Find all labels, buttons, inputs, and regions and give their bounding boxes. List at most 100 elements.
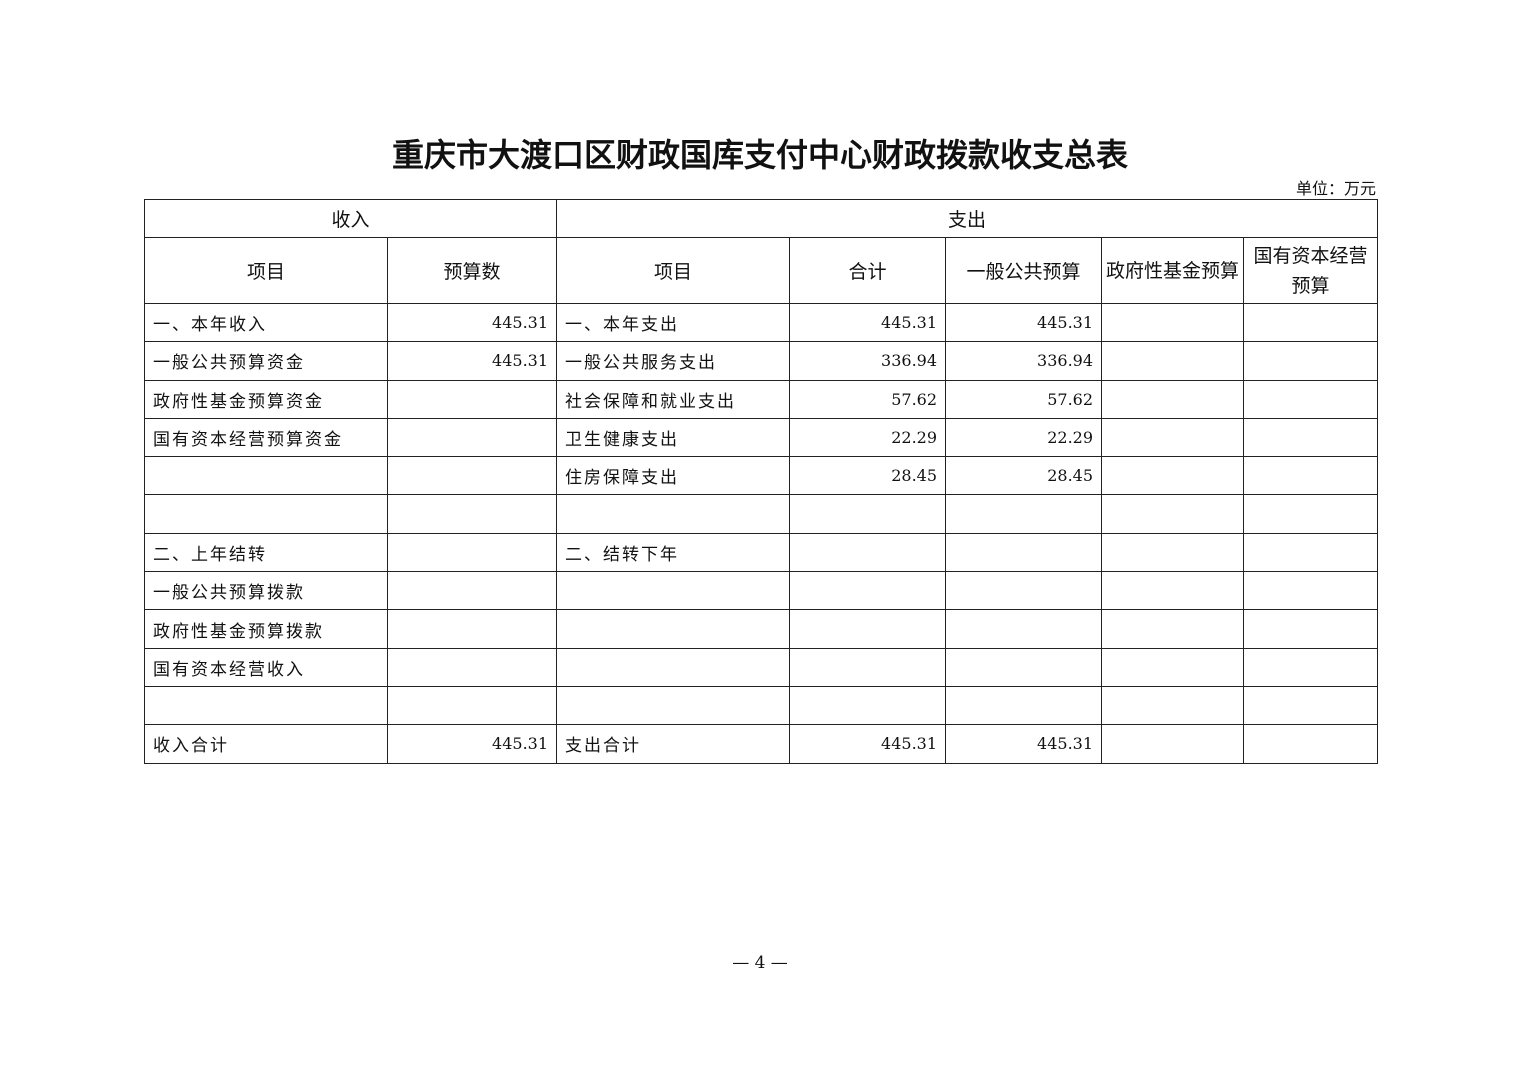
cell-total: 22.29	[789, 417, 947, 458]
cell-gov-fund-budget	[1101, 417, 1245, 458]
page-number: — 4 —	[732, 953, 788, 973]
cell-total: 336.94	[789, 341, 947, 381]
cell-income-item: 一、本年收入	[144, 302, 388, 343]
col-expense-item: 项目	[556, 237, 791, 304]
cell-gov-fund-budget	[1101, 341, 1245, 381]
table-row: 国有资本经营预算资金 卫生健康支出 22.29 22.29	[144, 417, 1379, 458]
cell-total	[789, 532, 947, 573]
header-row-group: 收入 支出	[143, 199, 1379, 238]
cell-state-capital-budget	[1243, 417, 1379, 458]
cell-income-budget	[386, 494, 558, 534]
cell-gov-fund-budget	[1101, 456, 1245, 496]
cell-income-item	[144, 494, 388, 534]
cell-state-capital-budget	[1243, 609, 1379, 649]
cell-income-budget: 445.31	[386, 341, 558, 381]
cell-gov-fund-budget	[1101, 724, 1245, 764]
cell-income-item: 政府性基金预算拨款	[144, 609, 388, 649]
cell-income-item: 政府性基金预算资金	[144, 379, 388, 419]
cell-income-item: 一般公共预算拨款	[144, 571, 388, 611]
cell-total	[789, 494, 947, 534]
col-state-capital-budget: 国有资本经营预算	[1243, 237, 1379, 304]
cell-gov-fund-budget	[1101, 647, 1245, 687]
cell-general-public-budget: 22.29	[945, 417, 1103, 458]
cell-total	[789, 609, 947, 649]
table-row: 一般公共预算拨款	[144, 571, 1379, 611]
cell-total	[789, 685, 947, 726]
col-gov-fund-budget: 政府性基金预算	[1101, 237, 1245, 304]
cell-gov-fund-budget	[1101, 532, 1245, 573]
cell-state-capital-budget	[1243, 724, 1379, 764]
table-row: 一般公共预算资金 445.31 一般公共服务支出 336.94 336.94	[144, 341, 1379, 381]
cell-income-budget	[386, 379, 558, 419]
cell-expense-item: 二、结转下年	[556, 532, 791, 573]
cell-state-capital-budget	[1243, 456, 1379, 496]
cell-gov-fund-budget	[1101, 494, 1245, 534]
cell-state-capital-budget	[1243, 571, 1379, 611]
cell-total: 445.31	[789, 302, 947, 343]
cell-income-budget: 445.31	[386, 724, 558, 764]
cell-total: 28.45	[789, 456, 947, 496]
cell-state-capital-budget	[1243, 302, 1379, 343]
income-header: 收入	[143, 199, 558, 238]
cell-income-item: 国有资本经营收入	[144, 647, 388, 687]
cell-income-item	[144, 456, 388, 496]
cell-expense-item	[556, 494, 791, 534]
cell-gov-fund-budget	[1101, 609, 1245, 649]
col-income-item: 项目	[144, 237, 388, 304]
cell-general-public-budget	[945, 532, 1103, 573]
cell-gov-fund-budget	[1101, 685, 1245, 726]
table-row	[144, 494, 1379, 534]
cell-expense-item: 一般公共服务支出	[556, 341, 791, 381]
table-row: 住房保障支出 28.45 28.45	[144, 456, 1379, 496]
cell-gov-fund-budget	[1101, 302, 1245, 343]
cell-total: 57.62	[789, 379, 947, 419]
budget-summary-table: 收入 支出 项目 预算数 项目 合计 一般公共预算 政府性基金预算 国有资本经营…	[143, 199, 1379, 764]
cell-income-budget	[386, 609, 558, 649]
cell-expense-item	[556, 609, 791, 649]
cell-income-budget	[386, 647, 558, 687]
table-row: 二、上年结转 二、结转下年	[144, 532, 1379, 573]
cell-income-budget: 445.31	[386, 302, 558, 343]
cell-general-public-budget: 336.94	[945, 341, 1103, 381]
cell-income-budget	[386, 571, 558, 611]
header-row-columns: 项目 预算数 项目 合计 一般公共预算 政府性基金预算 国有资本经营预算	[144, 237, 1379, 304]
cell-income-budget	[386, 685, 558, 726]
cell-expense-item	[556, 571, 791, 611]
document-title: 重庆市大渡口区财政国库支付中心财政拨款收支总表	[391, 136, 1128, 174]
expense-header: 支出	[556, 199, 1379, 238]
cell-general-public-budget	[945, 685, 1103, 726]
cell-income-item: 一般公共预算资金	[144, 341, 388, 381]
cell-gov-fund-budget	[1101, 571, 1245, 611]
cell-expense-item: 卫生健康支出	[556, 417, 791, 458]
table-row: 政府性基金预算资金 社会保障和就业支出 57.62 57.62	[144, 379, 1379, 419]
cell-general-public-budget	[945, 647, 1103, 687]
cell-state-capital-budget	[1243, 494, 1379, 534]
cell-expense-item	[556, 647, 791, 687]
cell-total: 445.31	[789, 724, 947, 764]
cell-gov-fund-budget	[1101, 379, 1245, 419]
cell-expense-item: 一、本年支出	[556, 302, 791, 343]
table-row: 一、本年收入 445.31 一、本年支出 445.31 445.31	[144, 302, 1379, 343]
cell-income-budget	[386, 456, 558, 496]
cell-expense-item: 支出合计	[556, 724, 791, 764]
cell-state-capital-budget	[1243, 341, 1379, 381]
col-income-budget: 预算数	[386, 237, 558, 304]
cell-general-public-budget	[945, 571, 1103, 611]
cell-state-capital-budget	[1243, 685, 1379, 726]
cell-income-item: 二、上年结转	[144, 532, 388, 573]
cell-expense-item: 社会保障和就业支出	[556, 379, 791, 419]
table-row: 收入合计 445.31 支出合计 445.31 445.31	[144, 724, 1379, 764]
col-total: 合计	[789, 237, 947, 304]
cell-total	[789, 647, 947, 687]
cell-income-budget	[386, 532, 558, 573]
cell-general-public-budget	[945, 494, 1103, 534]
cell-general-public-budget	[945, 609, 1103, 649]
cell-income-item: 国有资本经营预算资金	[144, 417, 388, 458]
cell-general-public-budget: 28.45	[945, 456, 1103, 496]
table-row: 政府性基金预算拨款	[144, 609, 1379, 649]
table-row: 国有资本经营收入	[144, 647, 1379, 687]
cell-expense-item	[556, 685, 791, 726]
table-body: 一、本年收入 445.31 一、本年支出 445.31 445.31 一般公共预算资金 44…	[144, 302, 1379, 764]
cell-general-public-budget: 445.31	[945, 724, 1103, 764]
table-row	[144, 685, 1379, 726]
